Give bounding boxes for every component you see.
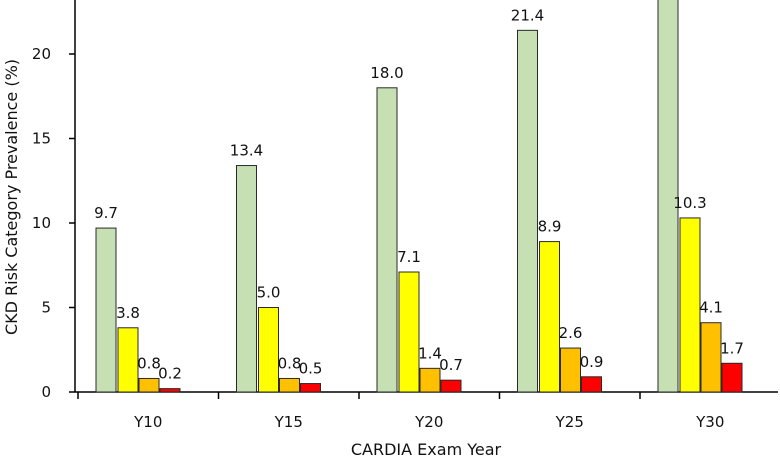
bar [376,87,398,393]
y-tick-label: 10 [32,214,51,232]
data-label: 0.8 [278,354,302,372]
data-label: 0.2 [158,365,182,383]
data-label: 1.4 [418,344,442,362]
y-tick-label: 15 [32,130,51,148]
bar [679,217,701,393]
x-tick-label: Y30 [695,413,724,431]
y-tick-label: 0 [41,383,51,401]
data-label: 1.7 [720,339,744,357]
data-label: 13.4 [230,142,263,160]
bar [258,307,279,393]
data-label: 0.5 [299,360,323,378]
bar [700,322,722,393]
data-label: 10.3 [673,194,706,212]
bar [419,367,441,393]
data-label: 7.1 [397,248,421,266]
data-label: 0.8 [137,354,161,372]
bar [279,377,300,393]
bar [581,376,602,393]
data-label: 0.7 [439,356,463,374]
bar [440,379,462,393]
bar [517,29,538,393]
y-tick-label: 20 [32,45,51,63]
bar [560,347,581,393]
axes-group: 0 5 10 15 20 Y10 Y15 Y20 Y25 Y30 [32,0,778,431]
y-axis-title: CKD Risk Category Prevalence (%) [2,59,21,335]
data-label: 2.6 [559,324,583,342]
bar [95,227,117,393]
data-label: 5.0 [257,284,281,302]
bar [138,377,160,393]
y-tick-label: 5 [41,299,51,317]
bar [117,327,139,393]
data-label: 9.7 [94,204,118,222]
bar [657,0,679,393]
x-tick-label: Y10 [133,413,162,431]
data-label: 21.4 [511,6,544,24]
data-label: 18.0 [370,64,403,82]
bar [300,383,321,393]
bar [721,362,743,393]
bar [236,165,257,393]
bar [398,271,420,393]
x-tick-label: Y25 [555,413,584,431]
bar [159,388,181,393]
data-label: 3.8 [116,304,140,322]
data-label: 4.1 [699,299,723,317]
x-tick-label: Y20 [414,413,443,431]
bar [539,241,560,393]
x-tick-label: Y15 [274,413,303,431]
data-label: 8.9 [538,218,562,236]
data-label: 0.9 [580,353,604,371]
bars-group: 9.7 13.4 18.0 21.4 3.8 5.0 7.1 8.9 10.3 0.8 0.8 1.4… [94,0,744,393]
x-axis-title: CARDIA Exam Year [351,440,502,459]
